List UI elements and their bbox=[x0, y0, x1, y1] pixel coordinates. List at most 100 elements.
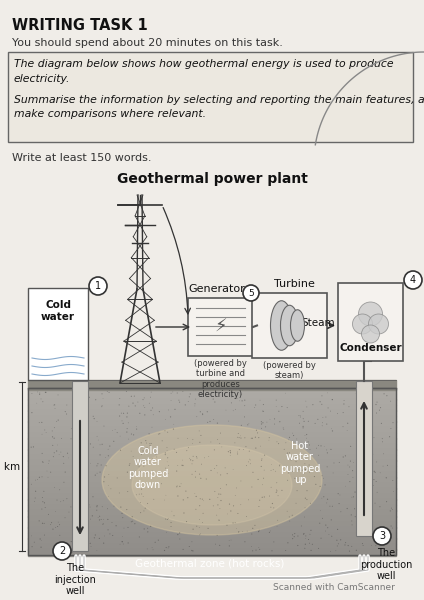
Point bbox=[153, 449, 159, 459]
Point bbox=[57, 497, 64, 506]
Point bbox=[374, 487, 380, 497]
Point bbox=[155, 430, 162, 439]
Point bbox=[120, 409, 127, 418]
Point bbox=[140, 461, 147, 471]
Point bbox=[248, 529, 255, 539]
Point bbox=[366, 428, 373, 438]
Point bbox=[102, 453, 109, 463]
Point bbox=[276, 460, 283, 470]
Point bbox=[301, 469, 307, 478]
Point bbox=[76, 457, 83, 467]
Point bbox=[212, 397, 218, 407]
Point bbox=[328, 515, 335, 524]
Point bbox=[318, 400, 325, 409]
Point bbox=[268, 460, 275, 469]
Point bbox=[199, 410, 206, 419]
Point bbox=[248, 433, 255, 443]
Point bbox=[381, 389, 388, 398]
Point bbox=[298, 466, 304, 475]
Point bbox=[367, 413, 374, 423]
Point bbox=[42, 388, 49, 397]
Point bbox=[151, 494, 157, 504]
Point bbox=[88, 542, 95, 551]
Point bbox=[172, 404, 179, 414]
Point bbox=[150, 410, 156, 419]
Point bbox=[319, 471, 326, 481]
Point bbox=[51, 433, 58, 443]
Point bbox=[215, 515, 222, 525]
Point bbox=[61, 513, 68, 523]
Point bbox=[270, 465, 277, 475]
Point bbox=[71, 419, 78, 428]
Point bbox=[216, 541, 223, 550]
Point bbox=[156, 407, 163, 416]
Circle shape bbox=[352, 314, 373, 334]
Point bbox=[234, 447, 241, 457]
Point bbox=[274, 515, 281, 525]
Point bbox=[175, 491, 181, 501]
Point bbox=[368, 523, 375, 533]
Point bbox=[198, 473, 204, 483]
Point bbox=[123, 505, 130, 514]
Point bbox=[361, 433, 368, 442]
Point bbox=[42, 425, 48, 435]
Point bbox=[230, 518, 237, 528]
Point bbox=[296, 418, 303, 428]
Point bbox=[55, 415, 61, 425]
Point bbox=[300, 529, 307, 539]
Point bbox=[260, 400, 267, 409]
Bar bbox=[28, 455, 396, 461]
Point bbox=[77, 403, 84, 412]
Point bbox=[163, 466, 170, 476]
Point bbox=[133, 490, 140, 500]
Point bbox=[234, 509, 241, 518]
Point bbox=[302, 539, 309, 549]
Point bbox=[119, 537, 126, 547]
Point bbox=[164, 427, 171, 437]
Point bbox=[72, 470, 78, 480]
Point bbox=[39, 497, 46, 506]
Point bbox=[375, 535, 382, 544]
Point bbox=[230, 465, 237, 475]
Point bbox=[117, 539, 123, 549]
Point bbox=[290, 439, 296, 448]
Point bbox=[51, 400, 58, 410]
Point bbox=[297, 412, 304, 422]
Point bbox=[147, 439, 153, 448]
Point bbox=[300, 423, 307, 433]
Point bbox=[164, 443, 170, 452]
Point bbox=[68, 545, 75, 555]
Point bbox=[302, 493, 309, 503]
Point bbox=[44, 466, 50, 476]
Point bbox=[289, 534, 296, 544]
Point bbox=[267, 415, 273, 424]
Point bbox=[260, 407, 267, 416]
Point bbox=[213, 511, 220, 520]
Point bbox=[312, 419, 318, 428]
Point bbox=[249, 524, 256, 533]
Point bbox=[268, 482, 274, 492]
Point bbox=[146, 429, 153, 439]
Point bbox=[261, 451, 268, 460]
Point bbox=[124, 424, 131, 433]
Point bbox=[371, 467, 378, 476]
Point bbox=[205, 452, 212, 461]
Point bbox=[250, 467, 257, 477]
Point bbox=[215, 489, 222, 499]
Point bbox=[45, 509, 52, 519]
Point bbox=[28, 531, 35, 541]
Point bbox=[73, 393, 79, 403]
Point bbox=[252, 443, 259, 453]
Point bbox=[36, 418, 43, 427]
Point bbox=[353, 545, 360, 555]
Point bbox=[60, 458, 67, 468]
Point bbox=[39, 504, 45, 514]
Bar bbox=[28, 433, 396, 439]
Point bbox=[325, 403, 332, 413]
Point bbox=[301, 459, 308, 469]
Point bbox=[276, 406, 282, 416]
Point bbox=[87, 539, 94, 548]
Point bbox=[173, 466, 180, 476]
Point bbox=[68, 537, 75, 547]
Bar bbox=[28, 438, 396, 444]
